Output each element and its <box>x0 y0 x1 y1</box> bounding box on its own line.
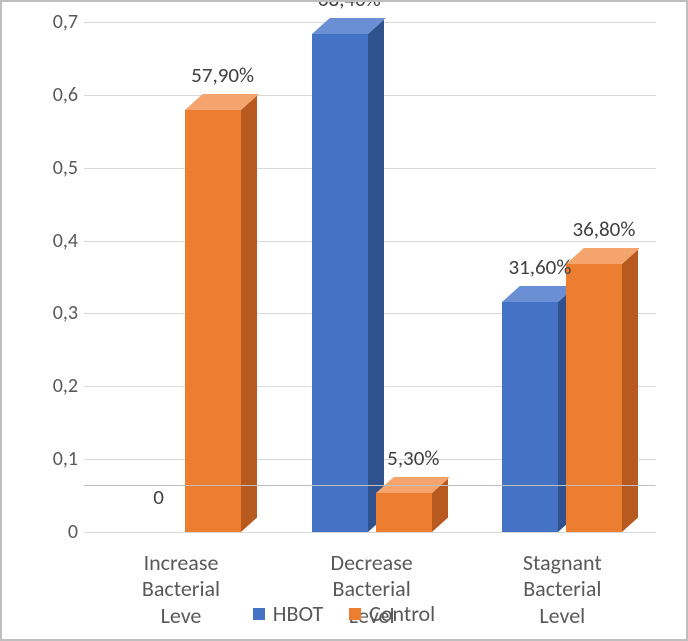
plot-floor <box>32 485 656 532</box>
y-axis: 00,10,20,30,40,50,60,7 <box>26 22 84 532</box>
plot: IncreaseBacterialLeveDecreaseBacterialLe… <box>84 22 656 532</box>
legend-swatch-hbot <box>253 608 265 620</box>
value-label: 36,80% <box>573 216 636 242</box>
legend: HBOT Control <box>2 600 686 627</box>
gridline <box>84 532 656 533</box>
value-label: 5,30% <box>387 445 439 471</box>
legend-item-hbot: HBOT <box>253 600 323 627</box>
value-label: 57,90% <box>191 62 254 88</box>
y-tick-label: 0,3 <box>26 301 78 325</box>
y-tick-label: 0,6 <box>26 83 78 107</box>
y-tick-label: 0,4 <box>26 229 78 253</box>
chart-frame: 0 0,1 0,2 0,3 0,4 0,5 0,6 0,7 IncreaseBacterial… <box>0 0 688 641</box>
legend-item-control: Control <box>349 600 435 627</box>
y-tick-label: 0,1 <box>26 447 78 471</box>
y-tick-label: 0,5 <box>26 156 78 180</box>
legend-label-control: Control <box>369 600 435 627</box>
legend-label-hbot: HBOT <box>273 600 323 627</box>
value-label: 0 <box>153 484 164 510</box>
legend-swatch-control <box>349 608 361 620</box>
value-label: 68,40% <box>318 0 381 12</box>
y-tick-label: 0,7 <box>26 10 78 34</box>
y-tick-label: 0,2 <box>26 374 78 398</box>
value-label: 31,60% <box>509 254 572 280</box>
plot-area: 00,10,20,30,40,50,60,7 IncreaseBacterial… <box>26 22 666 532</box>
